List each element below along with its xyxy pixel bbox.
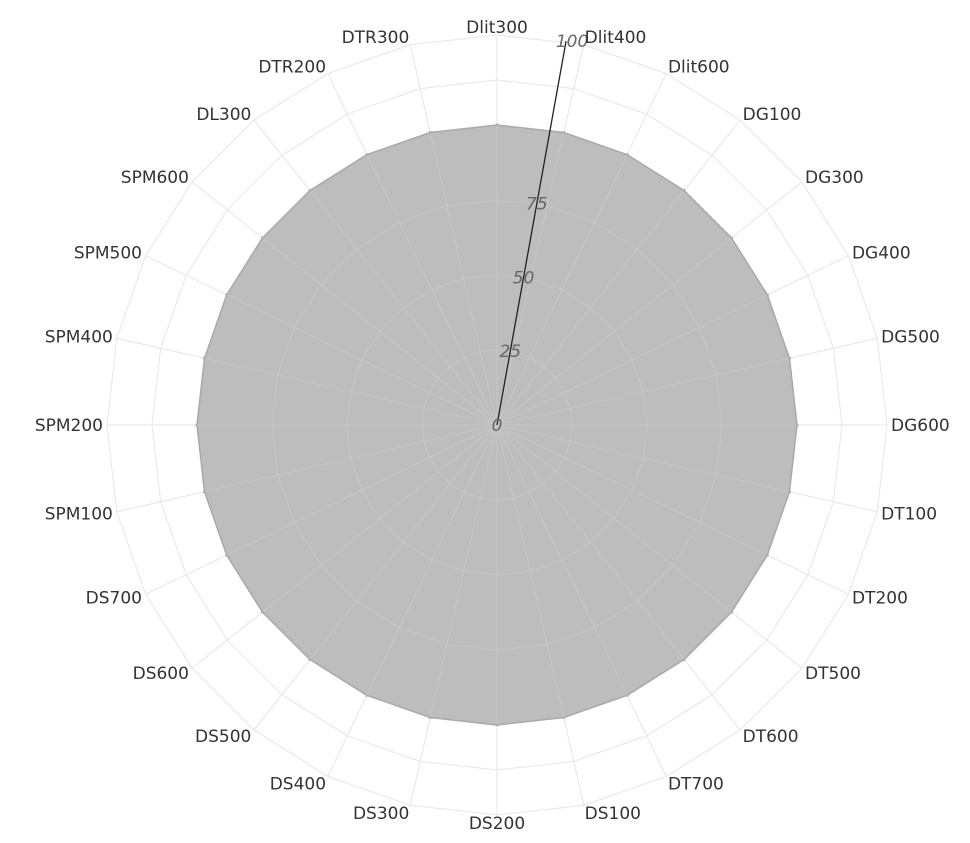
category-label: Dlit600: [668, 57, 730, 77]
radial-tick-label: 50: [513, 268, 535, 288]
category-label: DS400: [270, 775, 326, 795]
category-label: DG400: [852, 243, 911, 263]
category-label: DT100: [881, 505, 937, 525]
category-label: DG300: [805, 168, 864, 188]
radial-axis-layer: 0 25 50 75 100: [492, 32, 589, 436]
radial-axis-line: [496, 41, 567, 426]
category-label: DG600: [891, 416, 950, 436]
inner-ring: [421, 349, 573, 501]
category-label: SPM500: [74, 243, 142, 263]
category-label: DS600: [133, 664, 189, 684]
radial-tick-label: 0: [492, 416, 503, 436]
inner-ring: [346, 274, 648, 576]
category-label: DTR300: [342, 28, 410, 48]
category-label: Dlit400: [585, 28, 647, 48]
category-label: DT200: [852, 589, 908, 609]
category-label: DTR200: [258, 57, 326, 77]
category-label: Dlit300: [466, 18, 528, 38]
category-label: SPM600: [121, 168, 189, 188]
category-label: SPM100: [45, 505, 113, 525]
category-label: DS700: [86, 589, 142, 609]
category-label-layer: Dlit300 Dlit400 Dlit600 DG100 DG300 DG400 DG50…: [35, 18, 950, 834]
category-label: DG100: [743, 105, 802, 125]
radial-tick-label: 75: [526, 195, 548, 215]
inner-ring: [271, 199, 723, 651]
category-label: DS500: [195, 727, 251, 747]
radial-tick-label: 25: [499, 342, 521, 362]
category-label: DT500: [805, 664, 861, 684]
category-label: DL300: [196, 105, 251, 125]
category-label: DS100: [585, 804, 641, 824]
category-label: DT700: [668, 775, 724, 795]
category-label: DT600: [743, 727, 799, 747]
category-label: DS200: [469, 814, 525, 834]
radial-tick-label: 100: [556, 32, 588, 52]
category-label: SPM400: [45, 327, 113, 347]
category-label: SPM200: [35, 416, 103, 436]
category-label: DS300: [353, 804, 409, 824]
category-label: DG500: [881, 327, 940, 347]
